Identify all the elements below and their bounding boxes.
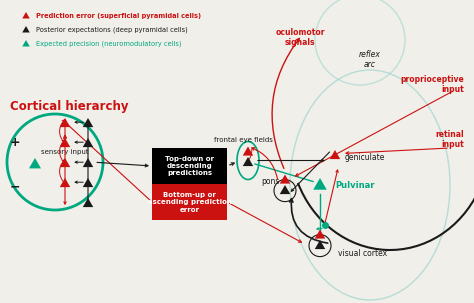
Polygon shape [313,178,327,190]
Text: frontal eye fields: frontal eye fields [214,137,273,143]
Polygon shape [83,138,93,147]
Text: reflex
arc: reflex arc [359,50,381,69]
Text: pons: pons [262,177,280,186]
Polygon shape [60,138,70,147]
Polygon shape [60,158,70,167]
Text: visual cortex: visual cortex [338,249,387,258]
Polygon shape [29,158,41,168]
Polygon shape [60,178,70,187]
Text: +: + [9,135,20,148]
Polygon shape [83,158,93,167]
Polygon shape [315,229,325,238]
Polygon shape [315,240,325,249]
Polygon shape [83,198,93,207]
Text: Posterior expectations (deep pyramidal cells): Posterior expectations (deep pyramidal c… [36,27,188,33]
Text: Expected precision (neuromodulatory cells): Expected precision (neuromodulatory cell… [36,41,182,47]
Text: Cortical hierarchy: Cortical hierarchy [10,100,128,113]
Text: geniculate: geniculate [345,152,385,161]
Polygon shape [83,178,93,187]
Polygon shape [60,118,70,127]
Polygon shape [83,118,93,127]
Text: Bottom-up or
ascending prediction
error: Bottom-up or ascending prediction error [147,191,231,212]
Text: −: − [10,181,20,194]
Polygon shape [243,146,253,156]
Polygon shape [22,12,30,18]
Polygon shape [280,185,290,194]
Text: Top-down or
descending
predictions: Top-down or descending predictions [165,155,214,177]
Text: Prediction error (superficial pyramidal cells): Prediction error (superficial pyramidal … [36,13,201,19]
Polygon shape [22,40,30,46]
Text: proprioceptive
input: proprioceptive input [400,75,464,95]
Polygon shape [280,175,290,184]
Text: oculomotor
signals: oculomotor signals [275,28,325,47]
Polygon shape [330,150,340,159]
Text: sensory input: sensory input [41,149,89,155]
FancyBboxPatch shape [152,148,227,184]
Polygon shape [22,26,30,32]
Text: retinal
input: retinal input [436,130,464,149]
Text: Pulvinar: Pulvinar [335,181,374,189]
Polygon shape [243,157,253,166]
FancyBboxPatch shape [152,184,227,220]
